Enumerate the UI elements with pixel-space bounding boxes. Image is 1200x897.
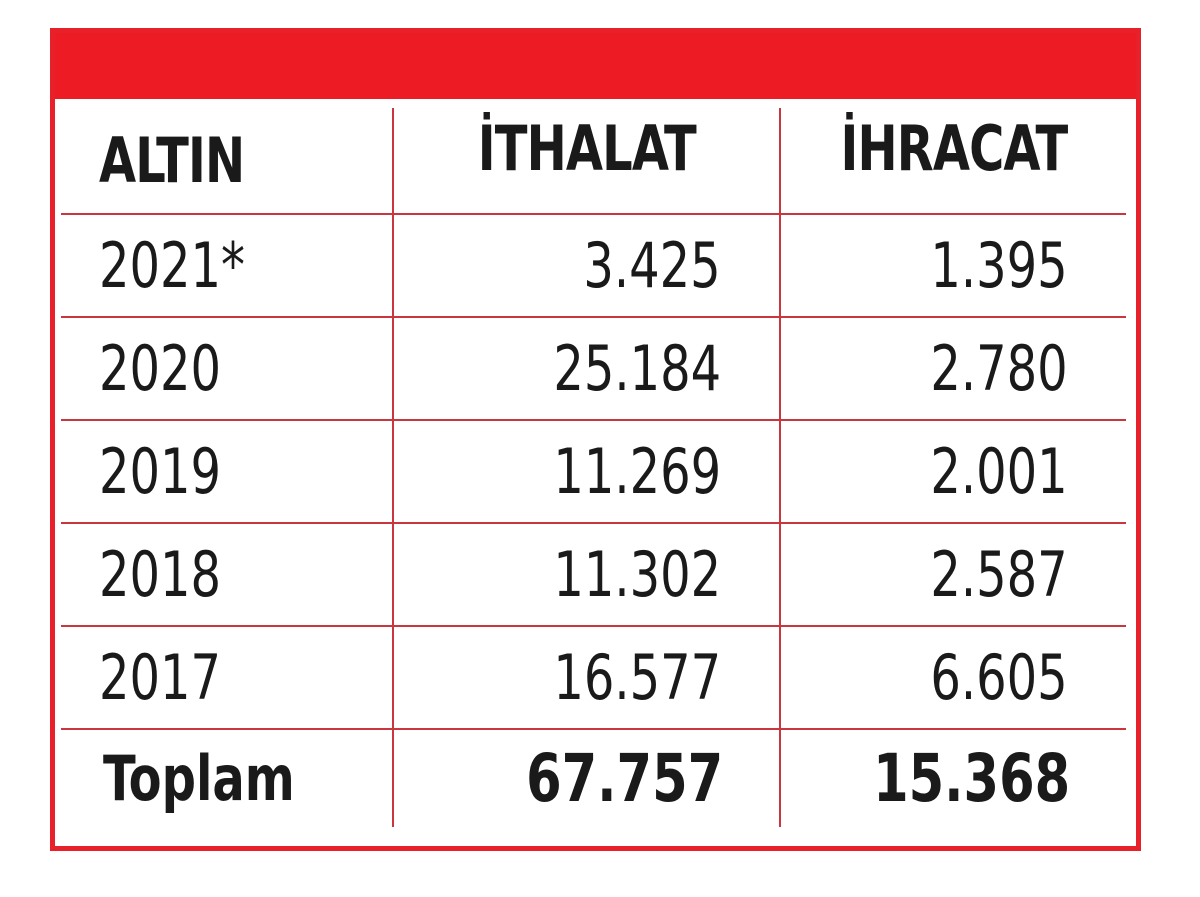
year-cell-text: 2020 bbox=[99, 332, 222, 405]
ithalat-value-cell: 11.302 bbox=[393, 523, 781, 627]
ithalat-value-cell-text: 11.269 bbox=[553, 435, 721, 508]
total-label-cell-text: Toplam bbox=[103, 742, 295, 815]
year-cell-text: 2019 bbox=[99, 435, 222, 508]
ihracat-value-cell: 6.605 bbox=[780, 626, 1126, 730]
table-row: 2021* 3.425 1.395 bbox=[61, 214, 1126, 318]
year-cell: 2019 bbox=[61, 420, 394, 524]
ihracat-value-cell-text: 1.395 bbox=[930, 229, 1068, 302]
ithalat-value-cell-text: 25.184 bbox=[553, 332, 721, 405]
total-ithalat-cell-text: 67.757 bbox=[525, 740, 723, 817]
ithalat-value-cell: 3.425 bbox=[393, 214, 781, 318]
column-header-altin-label: ALTIN bbox=[99, 124, 245, 197]
table-row: 2018 11.302 2.587 bbox=[61, 523, 1126, 627]
total-ihracat-cell: 15.368 bbox=[780, 729, 1126, 827]
ihracat-value-cell: 2.001 bbox=[780, 420, 1126, 524]
ihracat-value-cell-text: 2.587 bbox=[930, 538, 1068, 611]
year-cell: 2021* bbox=[61, 214, 394, 318]
year-cell: 2020 bbox=[61, 317, 394, 421]
year-cell-text: 2017 bbox=[99, 641, 222, 714]
column-header-ihracat: İHRACAT bbox=[780, 108, 1126, 215]
ihracat-value-cell-text: 6.605 bbox=[930, 641, 1068, 714]
column-header-ithalat-label: İTHALAT bbox=[477, 112, 696, 185]
year-cell: 2017 bbox=[61, 626, 394, 730]
column-header-altin: ALTIN bbox=[61, 108, 394, 215]
table-row: 2017 16.577 6.605 bbox=[61, 626, 1126, 730]
header-row: ALTIN İTHALAT İHRACAT bbox=[61, 108, 1126, 215]
ihracat-value-cell: 2.780 bbox=[780, 317, 1126, 421]
gold-trade-table: ALTIN İTHALAT İHRACAT 2021* 3.425 1.395 202… bbox=[61, 108, 1126, 827]
year-cell: 2018 bbox=[61, 523, 394, 627]
ihracat-value-cell: 2.587 bbox=[780, 523, 1126, 627]
column-header-ihracat-label: İHRACAT bbox=[840, 112, 1068, 185]
ihracat-value-cell-text: 2.001 bbox=[930, 435, 1068, 508]
header-color-bar bbox=[55, 33, 1136, 99]
ithalat-value-cell-text: 11.302 bbox=[553, 538, 721, 611]
table-row: 2019 11.269 2.001 bbox=[61, 420, 1126, 524]
ihracat-value-cell-text: 2.780 bbox=[930, 332, 1068, 405]
year-cell-text: 2021* bbox=[99, 229, 246, 302]
ihracat-value-cell: 1.395 bbox=[780, 214, 1126, 318]
total-label-cell: Toplam bbox=[61, 729, 394, 827]
ithalat-value-cell: 16.577 bbox=[393, 626, 781, 730]
total-row: Toplam 67.757 15.368 bbox=[61, 729, 1126, 827]
year-cell-text: 2018 bbox=[99, 538, 222, 611]
table-frame: ALTIN İTHALAT İHRACAT 2021* 3.425 1.395 202… bbox=[50, 28, 1141, 851]
ithalat-value-cell-text: 16.577 bbox=[553, 641, 721, 714]
total-ihracat-cell-text: 15.368 bbox=[872, 740, 1070, 817]
column-header-ithalat: İTHALAT bbox=[393, 108, 781, 215]
table-row: 2020 25.184 2.780 bbox=[61, 317, 1126, 421]
ithalat-value-cell-text: 3.425 bbox=[583, 229, 721, 302]
ithalat-value-cell: 25.184 bbox=[393, 317, 781, 421]
ithalat-value-cell: 11.269 bbox=[393, 420, 781, 524]
total-ithalat-cell: 67.757 bbox=[393, 729, 781, 827]
